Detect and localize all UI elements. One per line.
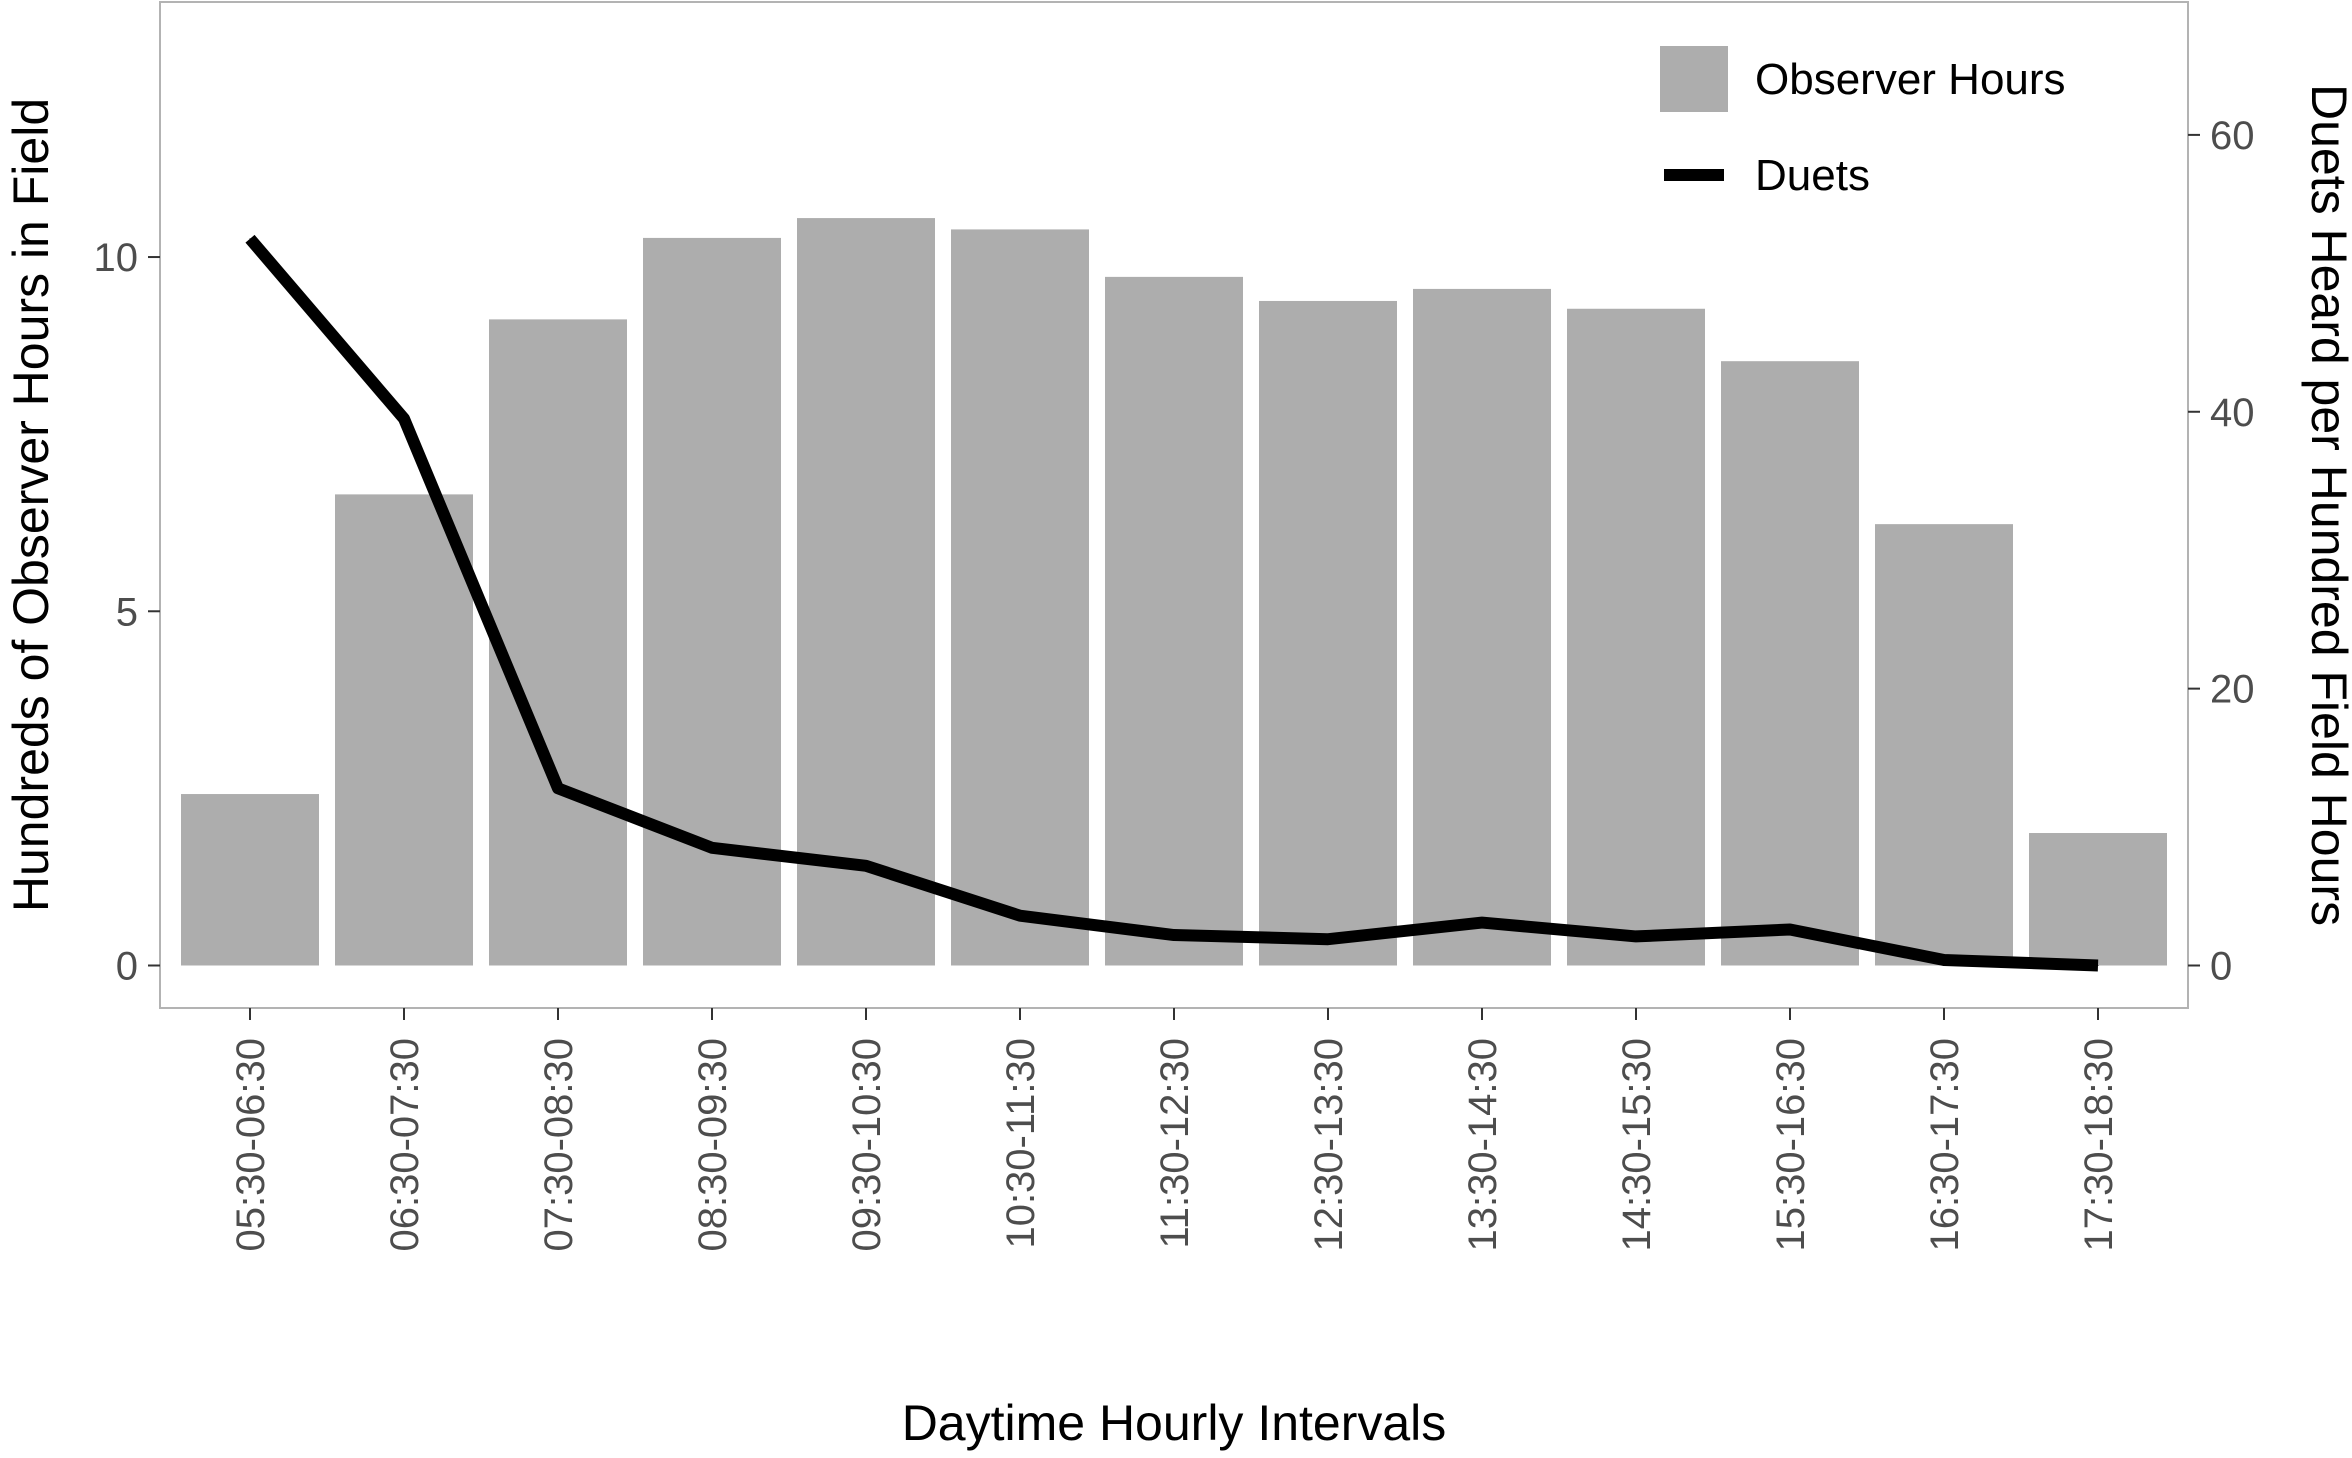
line-layer <box>245 234 2099 972</box>
duets-point-05:30-06:30 <box>249 238 251 240</box>
legend-key-observer-hours <box>1660 46 1728 112</box>
duets-point-07:30-08:30 <box>557 787 559 789</box>
x-tick-label: 17:30-18:30 <box>2077 1038 2121 1252</box>
duets-point-14:30-15:30 <box>1635 935 1637 937</box>
y2-tick-label: 0 <box>2210 945 2232 989</box>
bars-layer <box>181 218 2167 966</box>
legend-label-observer-hours: Observer Hours <box>1755 55 2066 104</box>
duets-point-17:30-18:30 <box>2097 965 2099 967</box>
x-axis-title: Daytime Hourly Intervals <box>902 1395 1447 1451</box>
y2-tick-label: 40 <box>2210 391 2255 435</box>
x-tick-label: 12:30-13:30 <box>1307 1038 1351 1252</box>
x-tick-label: 08:30-09:30 <box>691 1038 735 1252</box>
legend: Observer Hours Duets <box>1660 46 2066 200</box>
duets-point-15:30-16:30 <box>1789 929 1791 931</box>
x-axis: 05:30-06:30 06:30-07:30 07:30-08:30 08:30-0… <box>229 1008 2121 1252</box>
y2-tick-label: 20 <box>2210 668 2255 712</box>
bar-10:30-11:30 <box>951 229 1089 966</box>
duets-point-09:30-10:30 <box>865 865 867 867</box>
x-tick-label: 07:30-08:30 <box>537 1038 581 1252</box>
bar-11:30-12:30 <box>1105 276 1243 966</box>
x-tick-label: 13:30-14:30 <box>1461 1038 1505 1252</box>
bar-05:30-06:30 <box>181 794 319 966</box>
left-axis: 0 5 10 <box>94 236 160 988</box>
y-tick-label: 5 <box>116 590 138 634</box>
duets-point-11:30-12:30 <box>1173 934 1175 936</box>
x-tick-label: 05:30-06:30 <box>229 1038 273 1252</box>
bar-09:30-10:30 <box>797 218 935 966</box>
x-tick-label: 15:30-16:30 <box>1769 1038 1813 1252</box>
bar-06:30-07:30 <box>335 494 473 966</box>
duets-point-16:30-17:30 <box>1943 959 1945 961</box>
duets-point-10:30-11:30 <box>1019 915 1021 917</box>
x-tick-label: 06:30-07:30 <box>383 1038 427 1252</box>
x-tick-label: 16:30-17:30 <box>1923 1038 1967 1252</box>
right-axis: 0 20 40 60 <box>2188 114 2255 989</box>
duets-point-08:30-09:30 <box>711 847 713 849</box>
bar-07:30-08:30 <box>489 319 627 966</box>
x-tick-label: 14:30-15:30 <box>1615 1038 1659 1252</box>
bar-13:30-14:30 <box>1413 288 1551 966</box>
duets-point-13:30-14:30 <box>1481 922 1483 924</box>
y-axis-title: Hundreds of Observer Hours in Field <box>3 98 59 912</box>
bar-15:30-16:30 <box>1721 361 1859 966</box>
bar-17:30-18:30 <box>2029 833 2167 966</box>
y2-axis-title: Duets Heard per Hundred Field Hours <box>2301 84 2352 926</box>
bar-12:30-13:30 <box>1259 300 1397 966</box>
x-tick-label: 09:30-10:30 <box>845 1038 889 1252</box>
bar-14:30-15:30 <box>1567 308 1705 966</box>
duets-point-12:30-13:30 <box>1327 938 1329 940</box>
y-tick-label: 10 <box>94 236 139 280</box>
legend-label-duets: Duets <box>1755 151 1870 200</box>
duets-point-06:30-07:30 <box>403 418 405 420</box>
y2-tick-label: 60 <box>2210 114 2255 158</box>
x-tick-label: 10:30-11:30 <box>999 1038 1043 1249</box>
y-tick-label: 0 <box>116 944 138 988</box>
x-tick-label: 11:30-12:30 <box>1153 1038 1197 1249</box>
bar-16:30-17:30 <box>1875 524 2013 966</box>
